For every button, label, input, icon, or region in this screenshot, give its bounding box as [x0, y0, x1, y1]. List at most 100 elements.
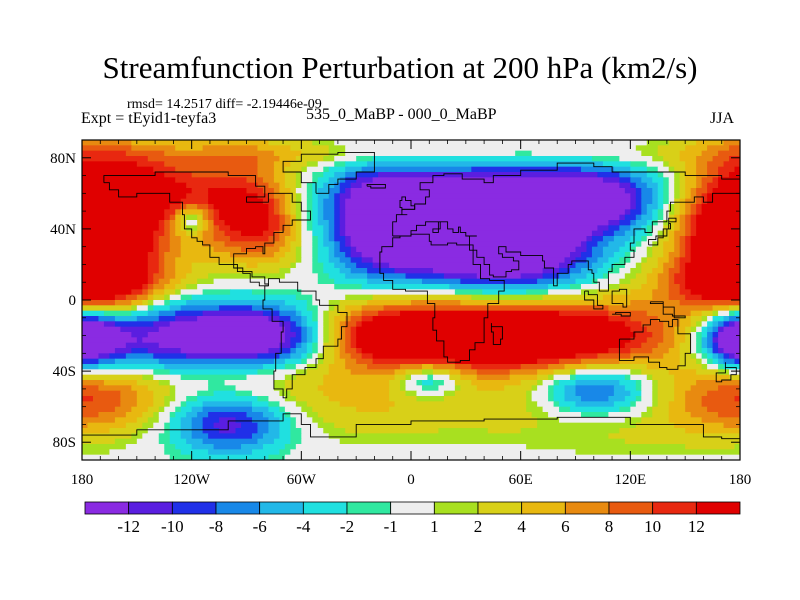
field-cell — [635, 246, 648, 253]
field-cell — [657, 262, 664, 269]
field-cell — [460, 369, 478, 376]
field-cell — [690, 252, 740, 258]
field-cell — [663, 230, 670, 237]
field-cell — [306, 305, 319, 312]
field-cell — [652, 230, 659, 237]
field-cell — [602, 262, 615, 269]
field-cell — [580, 252, 593, 258]
field-cell — [109, 353, 127, 360]
field-cell — [295, 369, 308, 376]
field-cell — [674, 214, 681, 221]
field-cell — [591, 246, 604, 253]
field-cell — [169, 214, 176, 221]
coastline-segment — [282, 151, 375, 194]
field-cell — [383, 305, 609, 312]
field-cell — [548, 385, 555, 392]
field-cell — [471, 166, 582, 173]
field-cell — [136, 305, 149, 312]
field-cell — [361, 284, 450, 290]
field-cell — [164, 161, 259, 168]
field-cell — [641, 396, 653, 402]
field-cell — [652, 188, 659, 194]
field-cell — [345, 236, 352, 242]
field-cell — [635, 220, 648, 226]
field-cell — [295, 220, 302, 226]
field-cell — [613, 401, 631, 408]
field-cell — [317, 188, 330, 194]
field-cell — [679, 358, 697, 365]
field-cell — [334, 214, 341, 221]
field-cell — [175, 166, 259, 173]
field-cell — [334, 236, 346, 242]
field-cell — [553, 374, 571, 381]
field-cell — [328, 236, 335, 242]
field-cell — [718, 342, 740, 349]
field-cell — [504, 385, 533, 392]
field-cell — [389, 396, 418, 402]
field-cell — [175, 257, 280, 264]
field-cell — [290, 348, 297, 354]
field-cell — [153, 396, 165, 402]
field-cell — [317, 332, 324, 338]
field-cell — [191, 262, 248, 269]
field-cell — [153, 278, 160, 285]
field-cell — [663, 198, 670, 205]
field-cell — [268, 182, 280, 189]
field-cell — [367, 273, 407, 280]
field-cell — [663, 204, 670, 210]
field-cell — [328, 166, 346, 173]
field-cell — [345, 316, 352, 322]
field-cell — [82, 230, 154, 237]
field-cell — [630, 401, 637, 408]
field-cell — [679, 225, 686, 232]
field-cell — [350, 257, 363, 264]
field-cell — [158, 438, 171, 445]
field-cell — [301, 332, 308, 338]
field-cell — [301, 358, 308, 365]
field-cell — [82, 246, 154, 253]
field-cell — [361, 353, 374, 360]
field-cell — [350, 252, 363, 258]
field-cell — [334, 182, 341, 189]
field-cell — [690, 230, 697, 237]
field-cell — [180, 246, 215, 253]
field-cell — [526, 444, 686, 450]
field-cell — [701, 193, 708, 200]
field-cell — [663, 220, 670, 226]
field-cell — [723, 140, 740, 146]
field-cell — [630, 246, 637, 253]
field-cell — [169, 390, 176, 397]
field-cell — [432, 374, 450, 381]
field-cell — [674, 236, 681, 242]
field-cell — [608, 257, 620, 264]
field-cell — [312, 204, 319, 210]
field-cell — [312, 310, 319, 317]
field-cell — [345, 364, 368, 370]
field-cell — [548, 390, 555, 397]
field-cell — [328, 316, 335, 322]
field-cell — [131, 305, 138, 312]
field-cell — [690, 257, 740, 264]
field-cell — [164, 364, 264, 370]
field-cell — [718, 172, 730, 178]
field-cell — [219, 214, 270, 221]
coastline-segment — [584, 290, 604, 310]
field-cell — [257, 353, 280, 360]
field-cell — [186, 182, 259, 189]
coastline-segment — [648, 217, 677, 246]
colorbar-swatch — [564, 501, 610, 515]
field-cell — [559, 262, 571, 269]
coastline-segment — [366, 183, 386, 189]
field-cell — [707, 332, 714, 338]
field-cell — [526, 396, 533, 402]
field-cell — [734, 321, 740, 328]
field-cell — [306, 412, 319, 418]
field-cell — [646, 161, 664, 168]
field-cell — [400, 310, 560, 317]
field-cell — [454, 380, 472, 386]
field-cell — [657, 172, 664, 178]
field-cell — [701, 204, 740, 210]
field-cell — [224, 220, 270, 226]
field-cell — [136, 438, 160, 445]
field-cell — [213, 204, 270, 210]
